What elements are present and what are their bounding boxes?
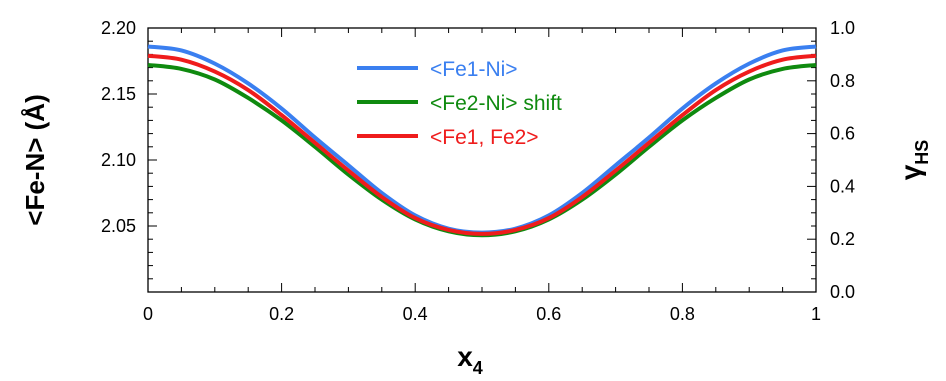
y-left-tick-label: 2.15 xyxy=(101,84,136,104)
y-left-tick-label: 2.20 xyxy=(101,18,136,38)
series-layer xyxy=(147,44,817,238)
x-axis-title-main: x xyxy=(457,341,473,372)
x-tick-label: 0.4 xyxy=(403,304,428,324)
x-axis-title: x4 xyxy=(457,341,483,378)
y-right-tick-label: 0.6 xyxy=(830,124,855,144)
tick-labels: 0 0.2 0.4 0.6 0.8 1 2.05 2.10 2.15 2.20 0.0 0.2 0.4 0… xyxy=(101,18,855,324)
series-line-3 xyxy=(147,53,817,236)
y-right-tick-label: 0.2 xyxy=(830,229,855,249)
ticks xyxy=(147,27,817,293)
y-axis-right-title-subscript: HS xyxy=(912,140,932,165)
y-left-tick-label: 2.05 xyxy=(101,216,136,236)
y-left-tick-label: 2.10 xyxy=(101,150,136,170)
x-tick-label: 0.2 xyxy=(269,304,294,324)
y-right-tick-label: 1.0 xyxy=(830,18,855,38)
x-tick-label: 0 xyxy=(143,304,153,324)
legend-label-3: <Fe1, Fe2> xyxy=(430,126,539,149)
y-axis-right-title-main: γ xyxy=(895,164,926,180)
y-axis-right-title: γHS xyxy=(895,140,932,181)
y-right-tick-label: 0.0 xyxy=(830,282,855,302)
legend-label-2: <Fe2-Ni> shift xyxy=(430,92,562,115)
x-tick-label: 1 xyxy=(811,304,821,324)
x-tick-label: 0.6 xyxy=(536,304,561,324)
x-axis-title-subscript: 4 xyxy=(473,358,483,378)
y-right-tick-label: 0.8 xyxy=(830,71,855,91)
y-axis-left-title: <Fe-N> (Å) xyxy=(20,94,50,225)
legend-label-1: <Fe1-Ni> xyxy=(430,58,518,81)
x-tick-label: 0.8 xyxy=(670,304,695,324)
legend: <Fe1-Ni> <Fe2-Ni> shift <Fe1, Fe2> xyxy=(357,58,562,149)
y-right-tick-label: 0.4 xyxy=(830,176,855,196)
